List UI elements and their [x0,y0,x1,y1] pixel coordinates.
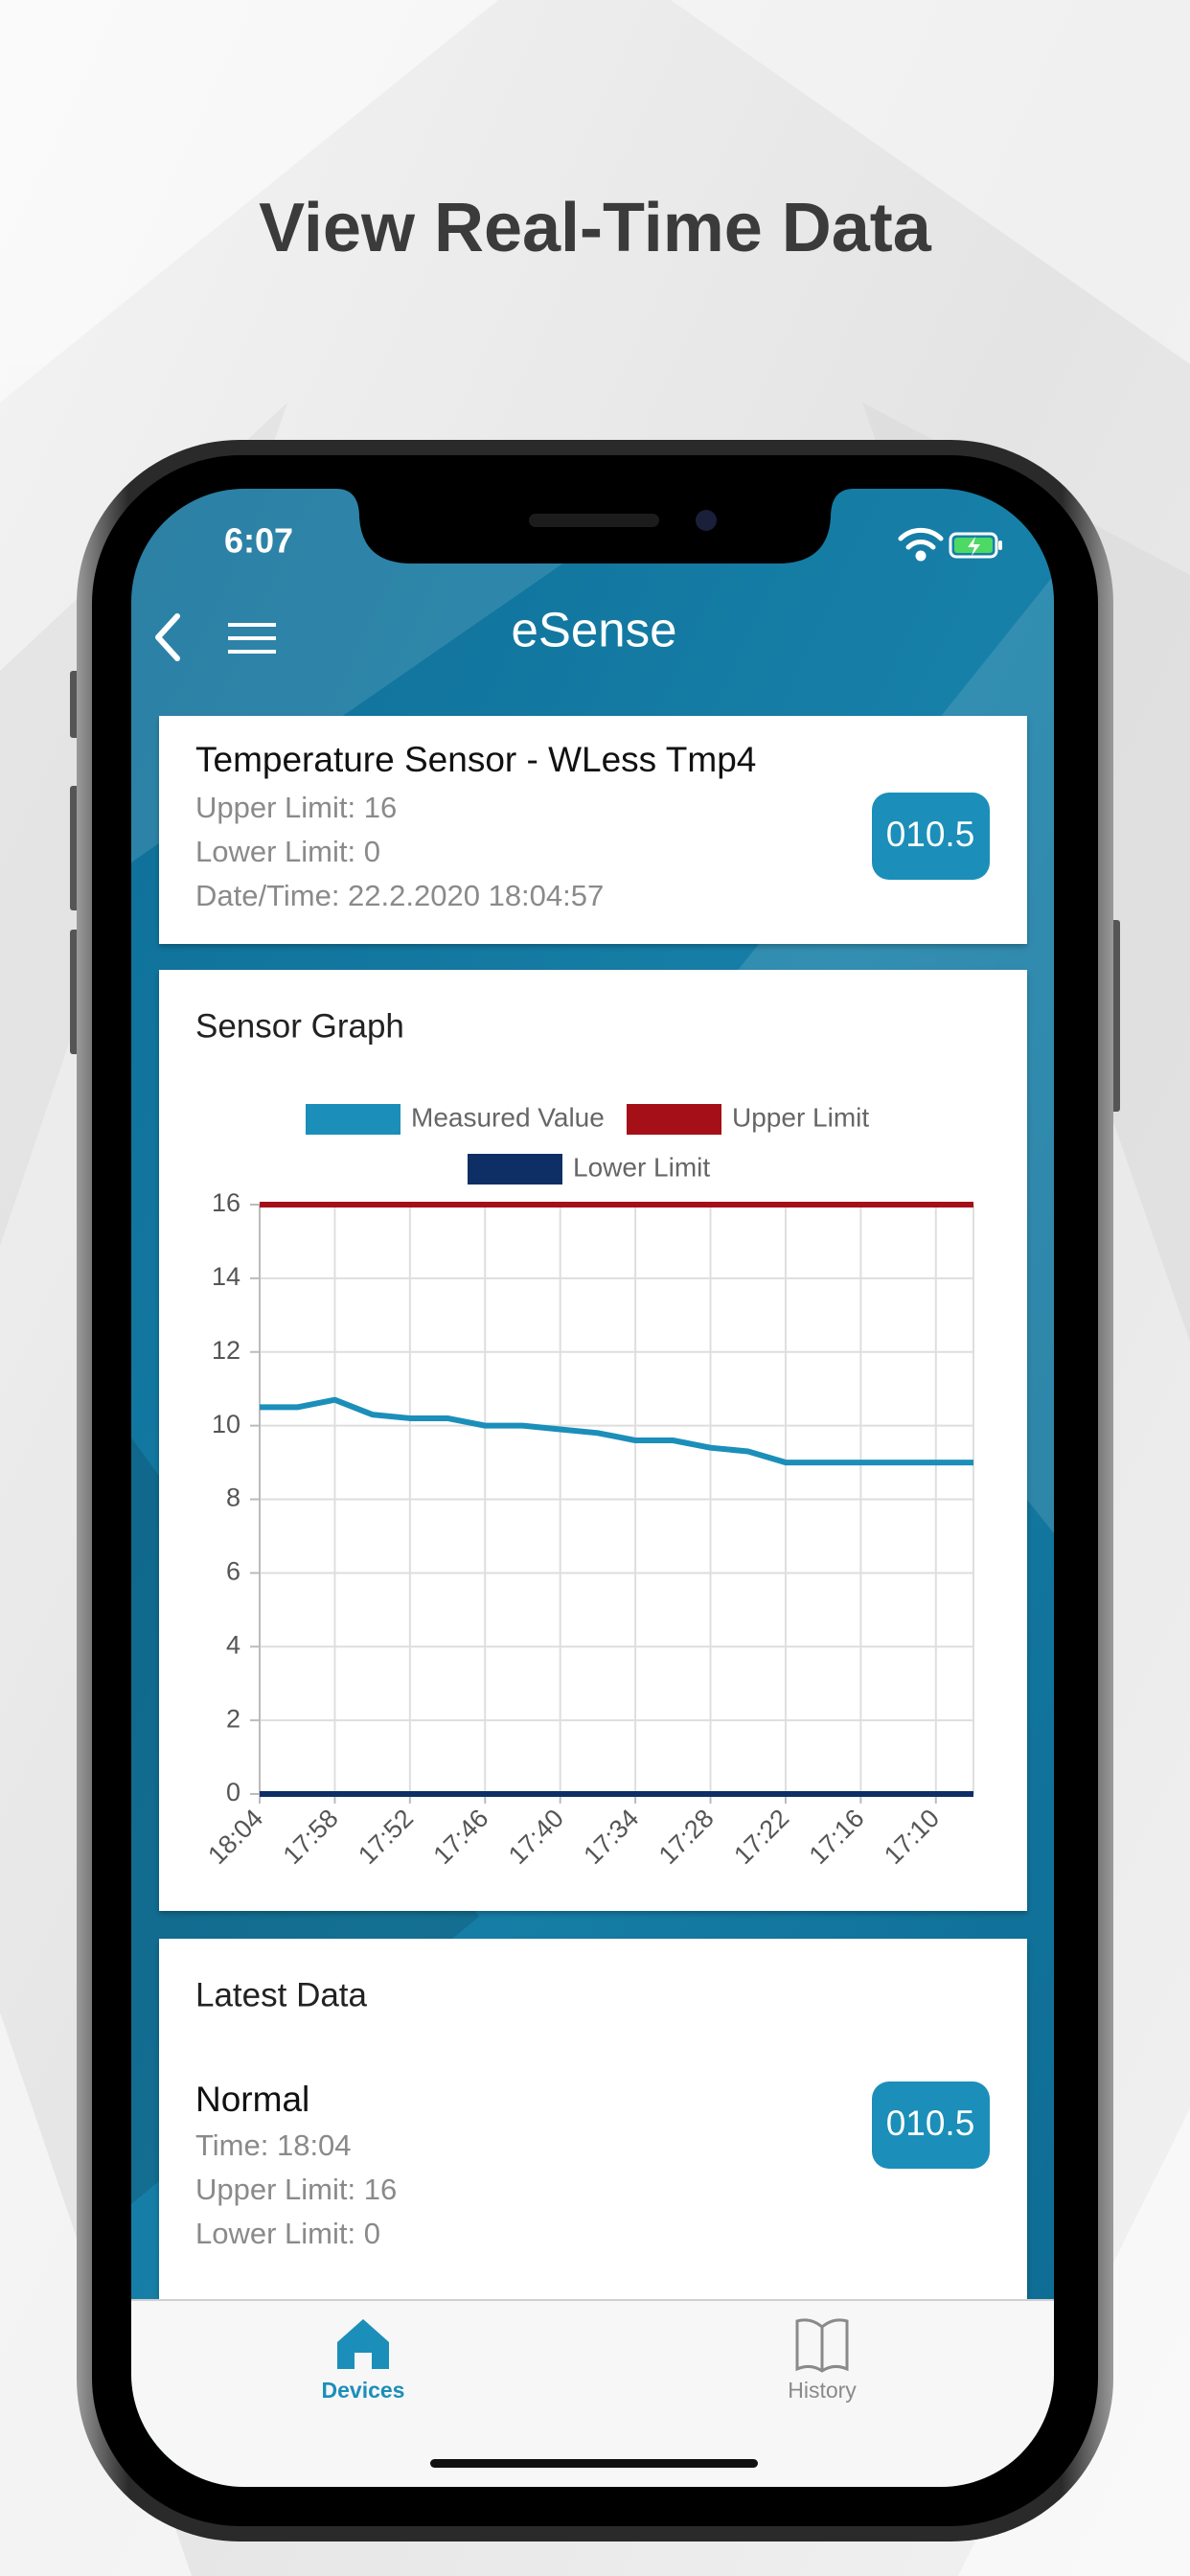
headline: View Real-Time Data [259,190,932,266]
home-icon [337,2319,389,2369]
sensor-name: Temperature Sensor - WLess Tmp4 [195,740,756,779]
devices-tab[interactable]: Devices [322,2319,405,2403]
value-badge-text: 010.5 [886,815,975,854]
tab-label: History [788,2378,857,2403]
series-line [260,1396,973,1466]
y-tick-label: 12 [212,1336,240,1365]
legend-label: Upper Limit [732,1102,869,1132]
camera [696,510,717,531]
latest-status: Normal [195,2080,309,2119]
upper-limit: Upper Limit: 16 [195,791,397,824]
legend-label: Measured Value [411,1102,605,1132]
latest-upper: Upper Limit: 16 [195,2173,397,2206]
nav-title: eSense [512,602,677,656]
y-tick-label: 6 [226,1557,240,1586]
latest-value-badge [872,2082,990,2169]
y-tick-label: 0 [226,1778,240,1806]
back-button[interactable] [155,613,180,661]
legend-label: Lower Limit [573,1152,710,1182]
latest-value-text: 010.5 [886,2104,975,2143]
history-tab[interactable]: History [788,2318,857,2403]
lower-limit: Lower Limit: 0 [195,835,380,868]
home-indicator [430,2459,758,2468]
value-badge [872,793,990,880]
speaker [529,514,659,527]
y-tick-label: 8 [226,1484,240,1512]
graph-title: Sensor Graph [195,1007,404,1045]
y-tick-label: 2 [226,1704,240,1733]
legend-swatch [306,1104,400,1135]
y-tick-label: 4 [226,1630,240,1659]
legend-swatch [627,1104,721,1135]
graph-card [159,970,1027,1911]
status-time: 6:07 [224,521,293,561]
latest-title: Latest Data [195,1976,368,2013]
y-tick-label: 10 [212,1410,240,1438]
latest-time: Time: 18:04 [195,2128,352,2162]
latest-lower: Lower Limit: 0 [195,2217,380,2250]
battery-icon [949,532,1002,559]
tab-label: Devices [322,2378,405,2403]
legend-swatch [468,1154,562,1184]
screen: 6:07 eSense Temperature Sensor - WLess T… [131,489,1054,2487]
menu-button[interactable] [228,623,276,654]
y-tick-label: 16 [212,1188,240,1217]
y-tick-label: 14 [212,1262,240,1291]
book-icon [795,2318,849,2373]
tab-bar [131,2300,1054,2487]
wifi-icon [898,527,944,562]
datetime: Date/Time: 22.2.2020 18:04:57 [195,879,604,912]
